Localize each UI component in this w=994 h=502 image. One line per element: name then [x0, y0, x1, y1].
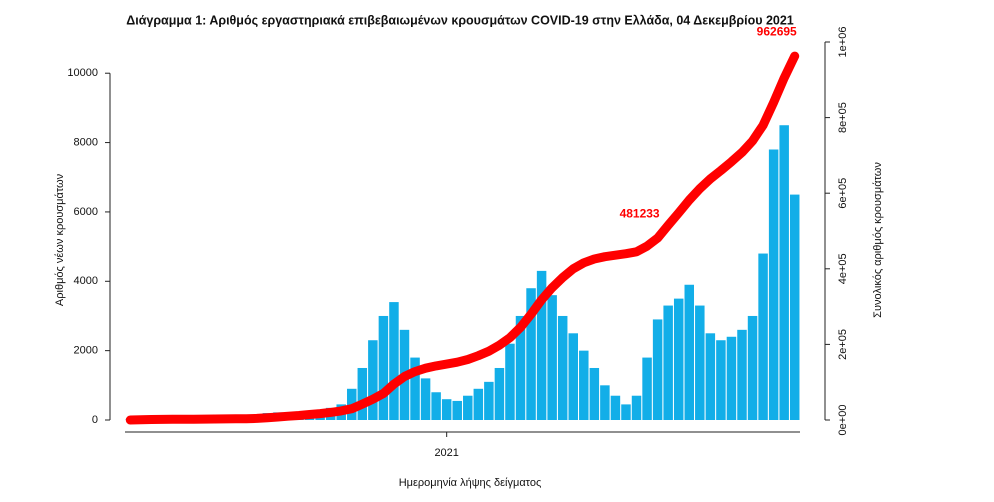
y-axis-label: Αριθμός νέων κρουσμάτων — [54, 173, 66, 306]
bar — [737, 329, 747, 420]
bar — [505, 343, 515, 420]
cumulative-line — [125, 51, 800, 425]
bar — [494, 367, 505, 420]
bar — [642, 357, 652, 420]
bar — [420, 378, 431, 420]
bar — [695, 305, 705, 420]
x-tick-label: 2021 — [434, 447, 458, 459]
bar — [600, 385, 610, 420]
y2-tick-label: 4e+05 — [837, 253, 849, 284]
bar — [473, 388, 484, 420]
bar — [368, 340, 378, 420]
y-tick-label: 10000 — [67, 67, 98, 79]
bar — [747, 315, 758, 420]
y-tick-label: 4000 — [74, 275, 98, 287]
y-tick-label: 2000 — [74, 345, 98, 357]
y2-tick-label: 1e+06 — [837, 27, 849, 58]
bar — [389, 302, 399, 420]
bar — [631, 395, 642, 420]
bar — [705, 333, 716, 420]
bar — [589, 367, 600, 420]
bar — [378, 315, 389, 420]
y2-tick-label: 8e+05 — [837, 102, 849, 133]
bar — [768, 149, 779, 421]
bar — [557, 315, 568, 420]
bar — [526, 288, 536, 420]
bar — [652, 319, 663, 420]
y2-tick-label: 6e+05 — [837, 178, 849, 209]
bar — [789, 194, 800, 420]
chart-title: Διάγραμμα 1: Αριθμός εργαστηριακά επιβεβ… — [126, 13, 794, 27]
bar — [779, 125, 789, 420]
data-label: 962695 — [757, 24, 797, 38]
bar — [410, 357, 420, 420]
y-tick-label: 0 — [92, 414, 98, 426]
bar — [684, 284, 695, 420]
y-tick-label: 6000 — [74, 206, 98, 218]
bar — [484, 381, 494, 420]
bar — [663, 305, 673, 420]
x-axis-label: Ημερομηνία λήψης δείγματος — [399, 477, 542, 489]
bar — [673, 298, 684, 420]
bar — [758, 253, 768, 420]
bar — [452, 400, 462, 420]
bar — [716, 340, 726, 420]
bar — [621, 404, 631, 420]
bar — [431, 392, 441, 420]
bar — [726, 336, 737, 420]
y2-tick-label: 2e+05 — [837, 329, 849, 360]
bar — [441, 399, 452, 420]
y-tick-label: 8000 — [74, 136, 98, 148]
bar — [357, 367, 368, 420]
bar — [515, 315, 526, 420]
y2-axis-label: Συνολικός αριθμός κρουσμάτων — [872, 162, 884, 318]
y2-tick-label: 0e+00 — [837, 405, 849, 436]
bar — [536, 270, 547, 420]
data-label: 481233 — [620, 206, 660, 220]
bar — [579, 350, 589, 420]
bar — [610, 395, 621, 420]
bar — [463, 395, 473, 420]
bar — [547, 295, 557, 420]
bar — [568, 333, 578, 420]
